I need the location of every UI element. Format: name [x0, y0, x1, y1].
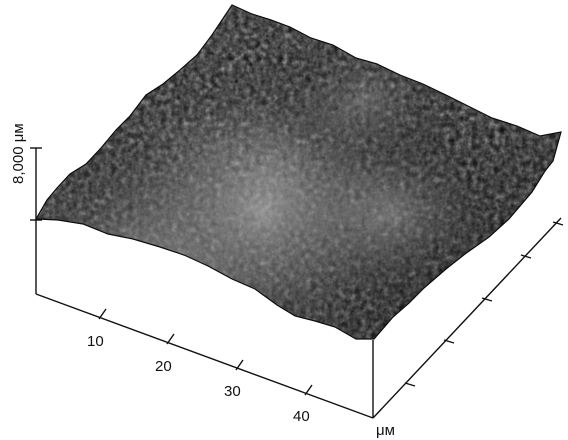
x-tick-label-30: 30: [224, 383, 241, 400]
x-tick-label-20: 20: [155, 358, 172, 375]
y-axis-tick-5: [552, 221, 564, 226]
x-axis-tick-10: [98, 308, 107, 320]
right-depth-axis: [372, 217, 562, 419]
x-tick-label-40: 40: [293, 408, 310, 425]
x-tick-label-10: 10: [87, 333, 104, 350]
surface-outline: [34, 4, 562, 340]
y-axis-tick-4: [520, 254, 532, 259]
y-axis-tick-1: [404, 382, 416, 387]
x-axis-tick-40: [304, 384, 313, 396]
y-axis-tick-3: [481, 297, 493, 302]
x-axis-unit-label: μм: [376, 422, 395, 439]
bottom-front-axis: [35, 293, 374, 419]
z-axis-label: 8,000 μм: [10, 123, 27, 184]
x-axis-tick-30: [235, 359, 244, 371]
x-axis-tick-20: [166, 333, 175, 345]
y-axis-tick-2: [443, 339, 455, 344]
